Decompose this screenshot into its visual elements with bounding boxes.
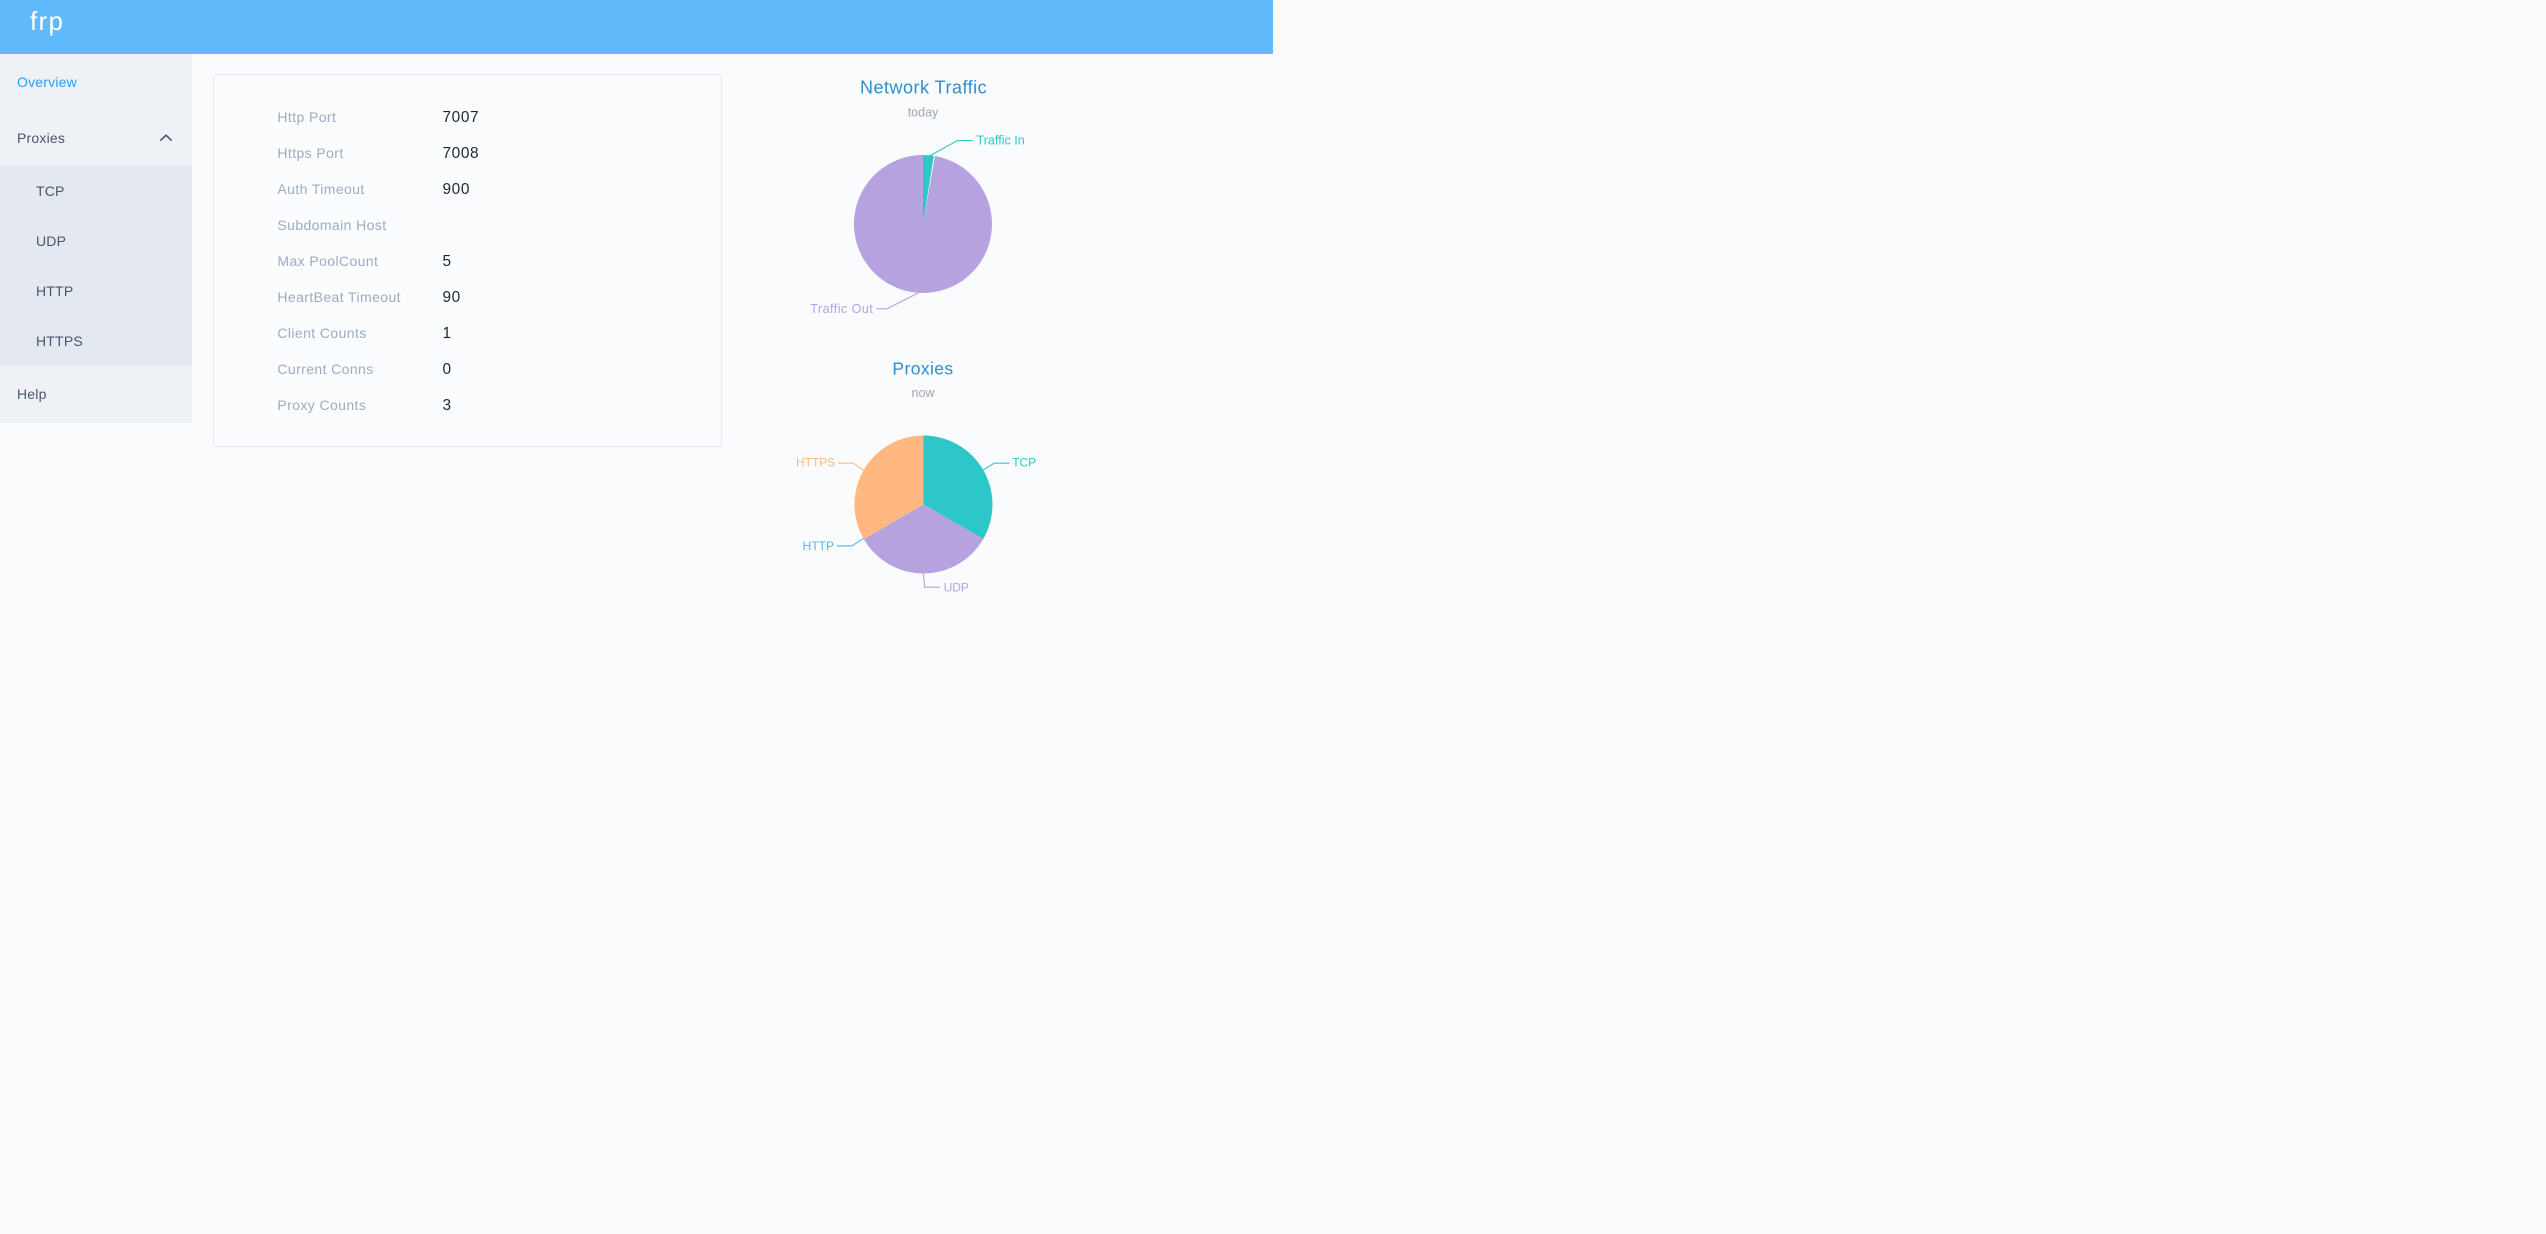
svg-text:today: today xyxy=(908,106,939,120)
svg-text:HTTPS: HTTPS xyxy=(796,455,835,469)
svg-text:TCP: TCP xyxy=(1012,455,1036,469)
svg-text:now: now xyxy=(912,386,936,400)
svg-text:HTTP: HTTP xyxy=(803,539,834,553)
svg-text:Traffic Out: Traffic Out xyxy=(810,302,873,316)
svg-text:UDP: UDP xyxy=(944,580,969,594)
svg-text:Proxies: Proxies xyxy=(892,359,953,379)
svg-text:Traffic In: Traffic In xyxy=(977,134,1025,148)
svg-text:Network Traffic: Network Traffic xyxy=(860,78,987,98)
